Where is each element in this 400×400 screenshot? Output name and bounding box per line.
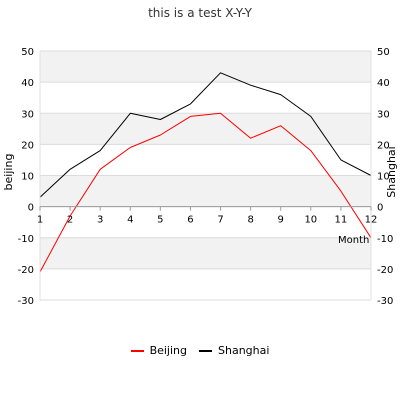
y-axis-label: beijing xyxy=(2,154,15,191)
grid-band xyxy=(40,113,371,145)
y-tick-label: 20 xyxy=(21,140,34,151)
legend-swatch-shanghai xyxy=(199,350,212,352)
y-tick-label: 30 xyxy=(21,109,34,120)
grid-band xyxy=(40,82,371,114)
x-tick-label: 4 xyxy=(127,215,133,226)
series-line-shanghai xyxy=(39,72,372,198)
y2-tick-label: -10 xyxy=(377,234,393,245)
grid-band xyxy=(40,144,371,176)
y2-tick-label: 10 xyxy=(377,172,390,183)
grid-band xyxy=(40,51,371,83)
y-tick-label: 10 xyxy=(21,172,34,183)
y2-tick-label: -30 xyxy=(377,296,393,307)
legend-label-beijing: Beijing xyxy=(149,344,187,357)
x-tick-label: 2 xyxy=(67,215,73,226)
chart-title: this is a test X-Y-Y xyxy=(148,6,252,20)
x-tick-label: 10 xyxy=(304,215,317,226)
y-tick-label: -20 xyxy=(18,265,34,276)
y2-tick-label: 40 xyxy=(377,78,390,89)
grid-band xyxy=(40,206,371,238)
x-tick-label: 9 xyxy=(278,215,284,226)
y2-tick-label: 50 xyxy=(377,47,390,58)
x-tick-label: 7 xyxy=(217,215,223,226)
y2-tick-label: 30 xyxy=(377,109,390,120)
x-tick-label: 11 xyxy=(335,215,348,226)
y2-tick-label: -20 xyxy=(377,265,393,276)
x-tick-label: 1 xyxy=(37,215,43,226)
x-tick-label: 12 xyxy=(365,215,378,226)
grid-band xyxy=(40,175,371,207)
grid-band xyxy=(40,268,371,300)
y2-axis-label: Shanghai xyxy=(385,146,398,197)
x-tick-label: 6 xyxy=(187,215,193,226)
y-tick-label: -30 xyxy=(18,296,34,307)
legend-label-shanghai: Shanghai xyxy=(218,344,270,357)
grid-band xyxy=(40,237,371,269)
x-axis-label: Month xyxy=(338,235,369,246)
y-tick-label: 0 xyxy=(28,203,34,214)
y2-tick-label: 0 xyxy=(377,203,383,214)
y2-tick-label: 20 xyxy=(377,140,390,151)
plot-background xyxy=(40,50,371,301)
x-tick-label: 5 xyxy=(157,215,163,226)
axes xyxy=(39,51,372,300)
legend-swatch-beijing xyxy=(130,350,144,352)
y-tick-label: 50 xyxy=(21,47,34,58)
x-tick-label: 8 xyxy=(247,215,253,226)
series-line-beijing xyxy=(39,112,372,273)
x-tick-label: 3 xyxy=(97,215,103,226)
legend-item-shanghai[interactable]: Shanghai xyxy=(199,343,269,359)
plot-lines xyxy=(39,72,372,273)
legend: Beijing Shanghai xyxy=(0,343,400,359)
legend-item-beijing[interactable]: Beijing xyxy=(130,343,187,359)
y-tick-label: 40 xyxy=(21,78,34,89)
tick-labels: -30 -30 -20 -20 -10 -10 0 0 10 10 20 20 30 30 40 40 50 50… xyxy=(18,47,394,307)
y-tick-label: -10 xyxy=(18,234,34,245)
